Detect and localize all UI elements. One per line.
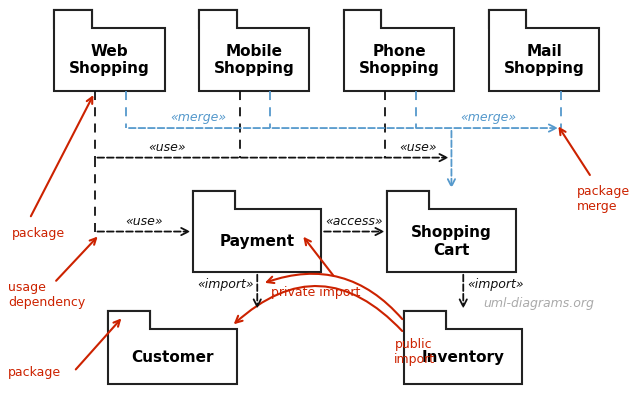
Polygon shape [344,11,454,91]
Text: «use»: «use» [125,214,163,227]
Polygon shape [54,11,92,28]
Text: Mail
Shopping: Mail Shopping [504,44,584,76]
Text: package: package [12,226,65,239]
Polygon shape [489,11,599,91]
Polygon shape [199,11,310,91]
Polygon shape [193,192,321,272]
Text: private import: private import [271,285,360,298]
Polygon shape [344,11,381,28]
Text: «merge»: «merge» [170,111,226,124]
FancyArrowPatch shape [267,274,403,319]
Text: «import»: «import» [198,277,254,291]
Text: package
merge: package merge [577,185,630,213]
Text: Mobile
Shopping: Mobile Shopping [214,44,294,76]
Text: Web
Shopping: Web Shopping [69,44,150,76]
Text: «use»: «use» [148,140,186,153]
Text: «import»: «import» [467,277,524,291]
Polygon shape [108,312,237,385]
Text: «use»: «use» [399,140,436,153]
Polygon shape [489,11,526,28]
Text: Inventory: Inventory [422,349,505,365]
Polygon shape [404,312,522,385]
Polygon shape [193,192,235,209]
Text: uml-diagrams.org: uml-diagrams.org [483,296,594,309]
Text: Payment: Payment [220,233,295,248]
Text: «access»: «access» [325,214,383,227]
Text: public
import: public import [394,337,435,365]
Text: «merge»: «merge» [460,111,516,124]
Text: Shopping
Cart: Shopping Cart [411,225,492,257]
Polygon shape [199,11,237,28]
Text: Phone
Shopping: Phone Shopping [359,44,440,76]
FancyArrowPatch shape [236,286,402,331]
Text: package: package [8,365,61,378]
Text: usage
dependency: usage dependency [8,280,85,308]
Polygon shape [387,192,429,209]
Text: Customer: Customer [131,349,214,365]
Polygon shape [387,192,515,272]
Polygon shape [54,11,164,91]
Polygon shape [404,312,445,329]
Polygon shape [108,312,150,329]
